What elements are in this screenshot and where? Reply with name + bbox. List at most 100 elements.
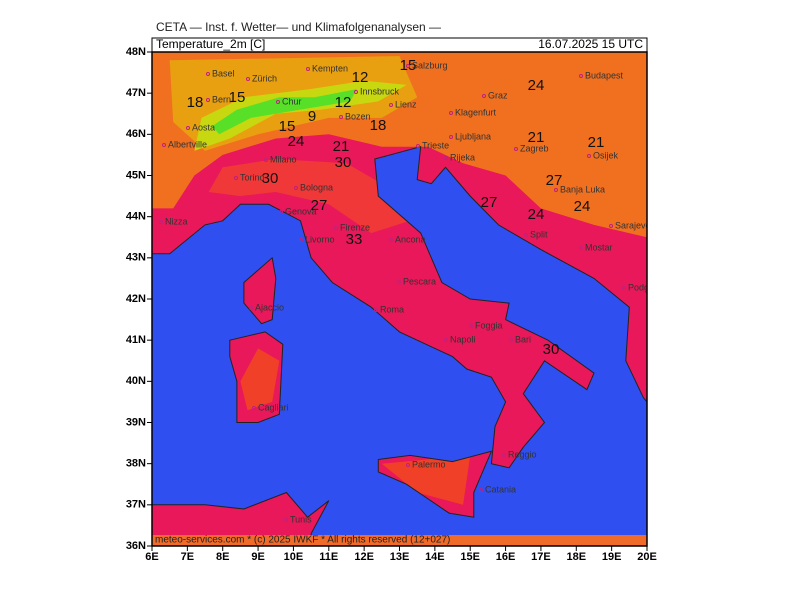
city-label: Osijek [593, 150, 619, 160]
city-marker [444, 156, 448, 160]
city-marker [502, 453, 506, 457]
contour-label: 12 [352, 69, 369, 86]
contour-label: 15 [229, 89, 246, 106]
city-marker [206, 72, 210, 76]
lat-label: 37N [126, 499, 146, 511]
lat-label: 36N [126, 540, 146, 552]
city-marker [334, 226, 338, 230]
cool-zone [212, 89, 358, 135]
contour-label: 24 [574, 198, 591, 215]
city-marker [554, 188, 558, 192]
city-label: Aosta [192, 122, 215, 132]
lon-label: 16E [496, 551, 516, 563]
city-label: Bari [515, 334, 531, 344]
city-label: Bologna [300, 182, 333, 192]
lon-label: 17E [531, 551, 551, 563]
city-marker [264, 158, 268, 162]
contour-label: 21 [333, 138, 350, 155]
city-label: Reggio [508, 449, 537, 459]
city-marker [252, 406, 256, 410]
city-marker [482, 94, 486, 98]
land-outline [152, 52, 647, 469]
city-marker [587, 154, 591, 158]
city-marker [479, 488, 483, 492]
city-marker [276, 100, 280, 104]
city-marker [162, 143, 166, 147]
city-label: Palermo [412, 459, 446, 469]
city-label: Torino [240, 172, 265, 182]
city-label: Innsbruck [360, 86, 400, 96]
city-label: Ajaccio [255, 302, 284, 312]
lat-label: 46N [126, 128, 146, 140]
lon-label: 18E [566, 551, 586, 563]
lat-label: 39N [126, 416, 146, 428]
city-marker [469, 324, 473, 328]
city-marker [306, 67, 310, 71]
city-label: Cagliari [258, 402, 289, 412]
coastlines [152, 52, 647, 546]
lat-label: 44N [126, 211, 146, 223]
city-marker [406, 64, 410, 68]
lon-label: 20E [637, 551, 657, 563]
city-label: Genova [285, 206, 317, 216]
lon-label: 10E [284, 551, 304, 563]
city-label: Chur [282, 96, 302, 106]
city-label: Zürich [252, 73, 277, 83]
city-marker [234, 176, 238, 180]
lon-label: 13E [390, 551, 410, 563]
lat-label: 42N [126, 293, 146, 305]
contour-label: 30 [543, 341, 560, 358]
lat-label: 45N [126, 169, 146, 181]
city-label: Zagreb [520, 143, 549, 153]
city-marker [449, 135, 453, 139]
contour-label: 33 [346, 231, 363, 248]
city-marker [339, 115, 343, 119]
contour-label: 21 [588, 134, 605, 151]
lon-label: 6E [145, 551, 158, 563]
city-marker [246, 77, 250, 81]
city-marker [389, 103, 393, 107]
lat-label: 48N [126, 46, 146, 58]
city-marker [299, 238, 303, 242]
cool-zone [194, 80, 407, 151]
city-label: Firenze [340, 222, 370, 232]
city-label: Pescara [403, 276, 436, 286]
city-label: Bern [212, 94, 231, 104]
contour-label: 27 [311, 197, 328, 214]
city-label: Foggia [475, 320, 503, 330]
city-marker [444, 338, 448, 342]
land-outline [152, 491, 330, 546]
city-label: Milano [270, 154, 297, 164]
city-label: Nizza [165, 216, 188, 226]
city-label: Budapest [585, 70, 624, 80]
city-marker [294, 186, 298, 190]
city-marker [514, 147, 518, 151]
city-marker [206, 98, 210, 102]
city-marker [416, 144, 420, 148]
city-label: Mostar [585, 242, 613, 252]
contour-label: 24 [528, 77, 545, 94]
lat-label: 38N [126, 458, 146, 470]
contour-label: 27 [546, 172, 563, 189]
contour-label: 9 [308, 108, 316, 125]
contour-label: 24 [528, 206, 545, 223]
city-marker [249, 306, 253, 310]
land-outline [377, 450, 493, 518]
city-label: Tunis [290, 514, 312, 524]
header-title: CETA — Inst. f. Wetter— und Klimafolgena… [156, 20, 441, 34]
lat-label: 41N [126, 334, 146, 346]
city-marker [449, 111, 453, 115]
lon-label: 12E [354, 551, 374, 563]
footer-text: meteo-services.com * (c) 2025 IWKF * All… [155, 535, 450, 546]
city-marker [622, 286, 626, 290]
contour-label: 18 [370, 117, 387, 134]
city-label: Banja Luka [560, 184, 605, 194]
contour-label: 18 [187, 94, 204, 111]
lon-label: 15E [460, 551, 480, 563]
footer-bar [152, 535, 647, 546]
city-marker [524, 233, 528, 237]
